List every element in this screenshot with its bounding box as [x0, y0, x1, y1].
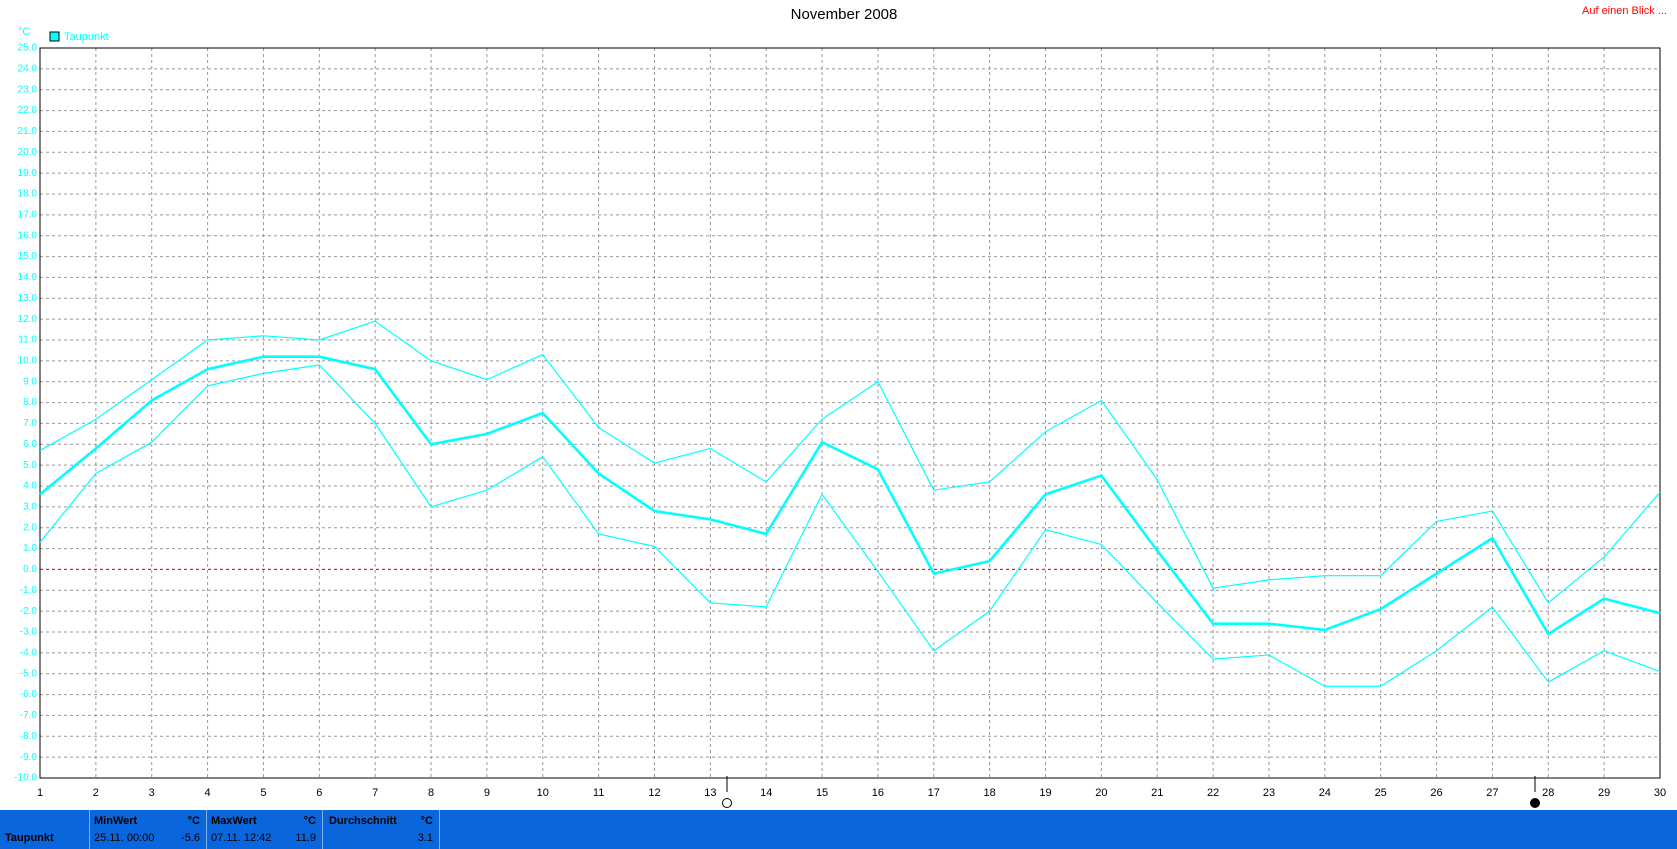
legend-label: Taupunkt [64, 31, 109, 43]
y-tick-label: 22.0 [18, 105, 38, 116]
x-tick-label: 5 [260, 787, 266, 799]
summary-max-cell: MaxWert °C 07.11. 12:42 11.9 [207, 810, 323, 849]
x-tick-label: 25 [1375, 787, 1387, 799]
x-tick-label: 20 [1095, 787, 1107, 799]
x-tick-label: 27 [1486, 787, 1498, 799]
y-tick-label: -3.0 [20, 627, 38, 638]
x-tick-label: 16 [872, 787, 884, 799]
y-tick-label: 10.0 [18, 355, 38, 366]
plot-frame [39, 47, 1661, 779]
x-tick-label: 6 [316, 787, 322, 799]
y-tick-label: 19.0 [18, 168, 38, 179]
summary-name: Taupunkt [5, 832, 54, 844]
x-tick-label: 22 [1207, 787, 1219, 799]
y-tick-label: 25.0 [18, 43, 38, 54]
x-tick-label: 10 [537, 787, 549, 799]
x-tick-label: 1 [37, 787, 43, 799]
summary-min-cell: MinWert °C 25.11. 00:00 -5.6 [90, 810, 207, 849]
min-label: MinWert [94, 815, 138, 827]
max-label: MaxWert [211, 815, 257, 827]
y-tick-label: -2.0 [20, 606, 38, 617]
y-tick-label: 16.0 [18, 230, 38, 241]
x-tick-label: 29 [1598, 787, 1610, 799]
new-moon-icon [1530, 798, 1540, 808]
full-moon-icon [722, 798, 732, 808]
y-tick-label: -9.0 [20, 752, 38, 763]
x-tick-label: 18 [984, 787, 996, 799]
x-tick-label: 13 [704, 787, 716, 799]
y-tick-label: 24.0 [18, 63, 38, 74]
y-tick-label: -1.0 [20, 585, 38, 596]
x-tick-label: 3 [149, 787, 155, 799]
chart: November 2008 °C 25.024.023.022.021.020.… [14, 6, 1666, 808]
y-tick-label: 20.0 [18, 147, 38, 158]
y-tick-label: 18.0 [18, 189, 38, 200]
y-tick-label: -4.0 [20, 647, 38, 658]
y-tick-label: 14.0 [18, 272, 38, 283]
min-unit: °C [187, 815, 200, 827]
y-tick-label: 3.0 [23, 501, 37, 512]
x-tick-label: 15 [816, 787, 828, 799]
overview-link[interactable]: Auf einen Blick ... [1582, 5, 1667, 17]
x-tick-label: 11 [593, 787, 604, 799]
max-unit: °C [303, 815, 316, 827]
avg-unit: °C [420, 815, 433, 827]
legend-swatch [49, 31, 60, 42]
y-tick-label: 7.0 [23, 418, 37, 429]
x-tick-label: 9 [484, 787, 490, 799]
y-tick-label: 1.0 [23, 543, 37, 554]
max-time: 07.11. 12:42 [211, 832, 272, 844]
y-tick-label: 8.0 [23, 397, 37, 408]
x-tick-label: 19 [1039, 787, 1051, 799]
y-axis-label: °C [18, 26, 30, 38]
summary-name-cell: Taupunkt [0, 810, 90, 849]
summary-avg-cell: Durchschnitt °C 3.1 [323, 810, 440, 849]
y-tick-label: 9.0 [23, 376, 37, 387]
y-tick-label: -5.0 [20, 668, 38, 679]
y-tick-label: 4.0 [23, 481, 37, 492]
data-line [39, 320, 1661, 604]
data-line [39, 355, 1661, 636]
x-tick-label: 24 [1319, 787, 1331, 799]
chart-title: November 2008 [791, 6, 898, 23]
avg-value: 3.1 [417, 832, 433, 844]
y-tick-label: 13.0 [18, 293, 38, 304]
y-tick-label: -7.0 [20, 710, 38, 721]
x-tick-label: 26 [1430, 787, 1442, 799]
y-tick-label: 5.0 [23, 460, 37, 471]
x-tick-label: 17 [928, 787, 940, 799]
y-tick-label: -8.0 [20, 731, 38, 742]
y-tick-label: 21.0 [18, 126, 38, 137]
min-time: 25.11. 00:00 [94, 832, 155, 844]
min-value: -5.6 [181, 832, 200, 844]
avg-label: Durchschnitt [329, 815, 397, 827]
summary-bar: Taupunkt MinWert °C 25.11. 00:00 -5.6 Ma… [0, 810, 1677, 849]
y-tick-label: 11.0 [18, 335, 37, 346]
y-tick-label: 17.0 [18, 209, 38, 220]
x-tick-label: 28 [1542, 787, 1554, 799]
y-tick-label: 12.0 [18, 314, 38, 325]
x-tick-label: 7 [372, 787, 378, 799]
y-tick-label: -6.0 [20, 689, 38, 700]
y-tick-label: 15.0 [18, 251, 38, 262]
x-tick-label: 23 [1263, 787, 1275, 799]
x-tick-label: 14 [760, 787, 772, 799]
y-tick-label: -10.0 [14, 773, 37, 784]
y-tick-label: 0.0 [23, 564, 37, 575]
y-tick-label: 6.0 [23, 439, 37, 450]
x-tick-label: 4 [205, 787, 211, 799]
x-tick-label: 8 [428, 787, 434, 799]
y-tick-label: 2.0 [23, 522, 37, 533]
x-tick-label: 30 [1654, 787, 1666, 799]
y-tick-label: 23.0 [18, 84, 38, 95]
x-tick-label: 12 [648, 787, 660, 799]
data-line [39, 364, 1661, 687]
max-value: 11.9 [295, 832, 316, 844]
x-tick-label: 21 [1151, 787, 1163, 799]
x-tick-label: 2 [93, 787, 99, 799]
